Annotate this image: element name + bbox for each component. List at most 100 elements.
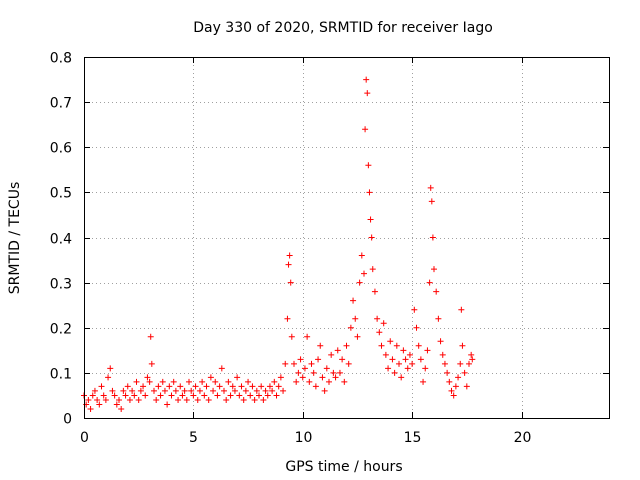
data-point: [365, 162, 372, 169]
x-tick-label: 15: [404, 430, 422, 446]
data-point: [308, 360, 315, 367]
data-point: [330, 369, 337, 376]
data-point: [343, 342, 350, 349]
data-point: [424, 347, 431, 354]
data-point: [105, 374, 112, 381]
data-point: [223, 396, 230, 403]
data-point: [236, 392, 243, 399]
data-point: [140, 383, 147, 390]
y-tick-label: 0.3: [50, 277, 72, 293]
data-point: [435, 315, 442, 322]
data-point: [164, 401, 171, 408]
data-point: [361, 270, 367, 277]
data-point: [266, 383, 273, 390]
data-point: [448, 387, 455, 394]
data-point: [291, 360, 297, 367]
data-point: [147, 333, 154, 340]
data-point: [260, 396, 267, 403]
data-point: [428, 198, 435, 205]
data-point: [441, 360, 448, 367]
data-point: [102, 396, 109, 403]
chart-title: Day 330 of 2020, SRMTID for receiver Iag…: [193, 20, 493, 36]
data-point: [240, 396, 247, 403]
data-point: [389, 356, 396, 363]
data-point: [332, 374, 339, 381]
data-point: [446, 378, 453, 385]
data-point: [137, 387, 144, 394]
data-point: [201, 392, 208, 399]
data-point: [170, 378, 177, 385]
data-point: [116, 396, 122, 403]
data-point: [210, 387, 217, 394]
data-point: [367, 216, 374, 223]
data-point: [203, 383, 210, 390]
data-point: [409, 360, 416, 367]
data-point: [287, 279, 294, 286]
data-point: [111, 392, 118, 399]
data-point: [437, 338, 444, 345]
data-point: [155, 383, 162, 390]
data-point: [413, 324, 420, 331]
data-point: [205, 396, 212, 403]
data-point: [177, 383, 184, 390]
data-point: [366, 189, 373, 196]
data-point: [168, 392, 175, 399]
data-point: [347, 324, 354, 331]
data-point: [304, 333, 311, 340]
data-point: [172, 387, 179, 394]
data-point: [218, 365, 225, 372]
data-point: [253, 387, 260, 394]
data-point: [135, 396, 142, 403]
data-point: [122, 392, 129, 399]
data-point: [417, 356, 424, 363]
data-point: [363, 76, 370, 83]
data-point: [374, 315, 381, 322]
data-point: [212, 378, 219, 385]
data-point: [199, 378, 206, 385]
data-point: [107, 365, 114, 372]
data-point: [459, 342, 466, 349]
data-point: [444, 369, 451, 376]
data-point: [380, 320, 387, 327]
data-point: [422, 365, 429, 372]
x-tick-labels: 0 5 10 15 20: [80, 430, 531, 446]
data-point: [319, 374, 326, 381]
data-point: [85, 396, 92, 403]
x-gridlines: [193, 57, 523, 418]
data-point: [183, 396, 190, 403]
data-point: [369, 266, 376, 273]
data-point: [427, 184, 434, 191]
data-point: [391, 369, 398, 376]
y-gridlines: [84, 102, 609, 374]
data-point: [120, 387, 127, 394]
data-point: [415, 342, 422, 349]
data-point: [100, 392, 107, 399]
data-point: [354, 333, 361, 340]
data-point: [321, 387, 328, 394]
data-point: [91, 387, 98, 394]
data-point: [262, 387, 269, 394]
data-point: [225, 378, 232, 385]
data-point: [362, 126, 369, 133]
y-axis-label: SRMTID / TECUs: [7, 182, 23, 295]
data-point: [282, 360, 289, 367]
data-point: [285, 261, 292, 268]
data-point: [109, 387, 116, 394]
data-point: [157, 392, 164, 399]
x-tick-label: 20: [514, 430, 532, 446]
data-point: [131, 392, 138, 399]
y-tick-labels: 0 0.1 0.2 0.3 0.4 0.5 0.6 0.7 0.8: [50, 51, 72, 428]
data-point: [429, 234, 436, 241]
data-point: [271, 378, 278, 385]
data-point: [328, 351, 335, 358]
data-point: [96, 401, 103, 408]
plot-frame: [84, 57, 610, 419]
data-point: [378, 342, 385, 349]
data-point: [142, 392, 149, 399]
data-point: [323, 365, 330, 372]
data-point: [393, 342, 400, 349]
data-point: [404, 365, 411, 372]
data-point: [161, 387, 168, 394]
data-point: [89, 392, 96, 399]
data-point: [186, 378, 192, 385]
